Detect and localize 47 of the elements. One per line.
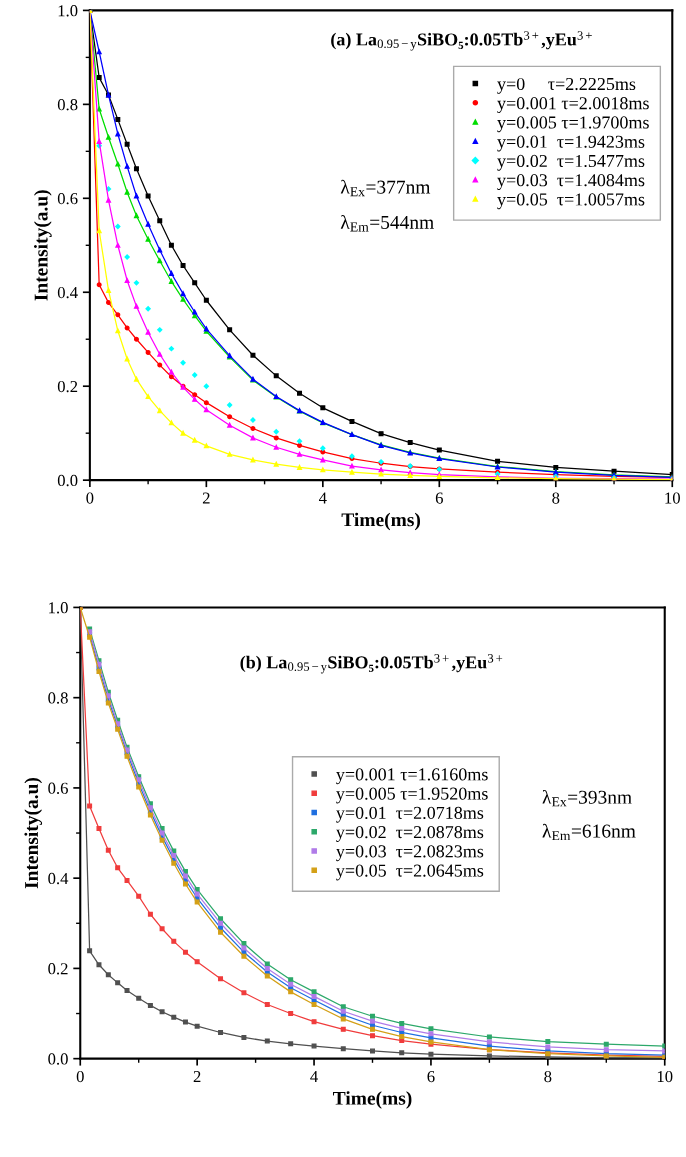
annotation: λ$_{Em}$=616nm <box>542 823 636 841</box>
y-tick-label: 0.6 <box>48 782 68 794</box>
y-tick-label: 0.0 <box>57 474 78 487</box>
x-tick-label: 4 <box>318 492 327 504</box>
annotation: λ$_{Ex}$=393nm <box>542 789 632 807</box>
legend-label: y=0.001 τ=1.6160ms <box>336 768 488 785</box>
y-tick-label: 0.2 <box>57 380 78 393</box>
legend-label: y=0.02 τ=1.5477ms <box>497 154 645 171</box>
x-tick-label: 8 <box>552 492 560 504</box>
legend-label: y=0.02 τ=2.0878ms <box>336 826 484 842</box>
y-tick-label: 1.0 <box>49 602 68 614</box>
x-tick-label: 0 <box>86 492 94 504</box>
annotation: λ$_{Em}$=544nm <box>340 215 434 232</box>
y-tick-label: 0.0 <box>48 1053 68 1065</box>
text: (a) La$_{0.95−y}$SiBO₅:0.05Tb$^{3+}$,yEu$^{3+}$ <box>331 31 592 51</box>
y-tick-label: 0.6 <box>57 193 78 205</box>
y-axis-title: Intensity(a.u) <box>24 777 43 889</box>
y-axis-title: Intensity(a.u) <box>33 190 52 301</box>
legend-label: y=0.001 τ=2.0018ms <box>497 97 649 114</box>
y-tick-label: 0.2 <box>48 963 68 975</box>
x-tick-label: 10 <box>657 1070 673 1083</box>
x-tick-label: 6 <box>427 1070 435 1083</box>
y-tick-label: 0.8 <box>57 99 78 111</box>
annotation: λ$_{Ex}$=377nm <box>340 179 431 197</box>
legend-label: y=0.005 τ=1.9520ms <box>336 787 488 804</box>
y-tick-label: 0.4 <box>57 286 78 299</box>
legend-label: y=0.05 τ=2.0645ms <box>336 864 484 881</box>
x-tick-label: 2 <box>193 1070 201 1083</box>
y-tick-label: 1.0 <box>58 5 78 17</box>
legend-label: y=0.01 τ=1.9423ms <box>497 135 645 152</box>
x-tick-label: 2 <box>202 492 210 504</box>
x-tick-label: 4 <box>310 1071 318 1083</box>
legend-label: y=0.03 τ=2.0823ms <box>336 845 484 862</box>
y-tick-label: 0.4 <box>48 872 69 885</box>
legend-label: y=0.05 τ=1.0057ms <box>497 193 645 210</box>
legend-label: y=0.03 τ=1.4084ms <box>497 174 645 190</box>
x-axis-title: Time(ms) <box>333 1091 412 1109</box>
x-tick-label: 6 <box>435 492 443 504</box>
legend-label: y=0.01 τ=2.0718ms <box>336 806 484 823</box>
x-axis-title: Time(ms) <box>341 512 421 531</box>
y-tick-label: 0.8 <box>48 692 68 704</box>
legend-label: y=0.005 τ=1.9700ms <box>497 116 649 133</box>
x-tick-label: 0 <box>76 1070 84 1083</box>
x-tick-label: 10 <box>665 492 680 504</box>
text: (b) La$_{0.95−y}$SiBO₅:0.05Tb$^{3+}$,yEu$^{3+}$ <box>240 654 503 674</box>
legend-label: y=0 τ=2.2225ms <box>497 77 636 94</box>
x-tick-label: 8 <box>544 1070 552 1083</box>
